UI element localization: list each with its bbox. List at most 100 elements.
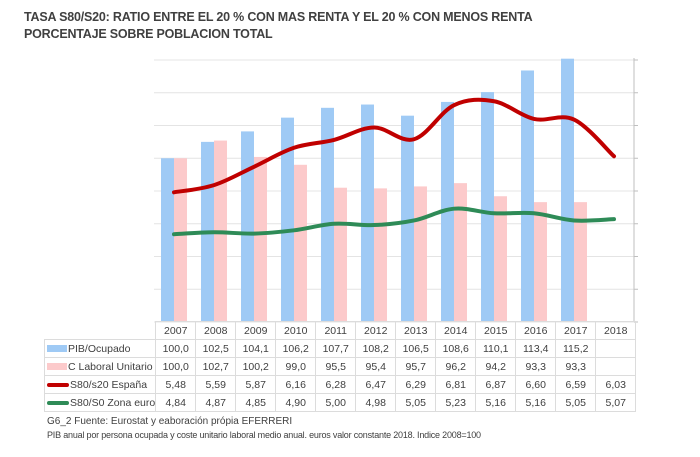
year-label-2015: 2015 [475,321,517,340]
table-cell: 107,7 [315,339,357,358]
title-line-1: TASA S80/S20: RATIO ENTRE EL 20 % CON MA… [24,10,533,24]
table-cell: 6,29 [395,375,437,394]
table-cell: 95,4 [355,357,397,376]
table-cell: 6,59 [555,375,597,394]
table-cell [595,339,637,358]
table-cell: 99,0 [275,357,317,376]
table-cell: 93,3 [555,357,597,376]
s80-euro-swatch-icon [47,400,69,405]
pib-swatch-icon [47,345,67,353]
year-label-2011: 2011 [315,321,357,340]
table-cell: 95,5 [315,357,357,376]
bar-claboral-2013 [414,186,427,322]
year-label-2013: 2013 [395,321,437,340]
table-cell: 108,6 [435,339,477,358]
table-row-s80-euro: S80/S0 Zona euro 4,84 4,87 4,85 4,90 5,00 4,98… [43,393,637,412]
year-label-2007: 2007 [155,321,197,340]
table-cell: 4,98 [355,393,397,412]
table-cell: 95,7 [395,357,437,376]
table-cell: 5,87 [235,375,277,394]
table-cell: 6,60 [515,375,557,394]
table-row-s80-espana: S80/s20 España 5,48 5,59 5,87 6,16 6,28 6,47 6,… [43,375,637,394]
year-label-2010: 2010 [275,321,317,340]
table-cell: 110,1 [475,339,517,358]
table-row-claboral: C Laboral Unitario 100,0 102,7 100,2 99,0 95,… [43,357,637,376]
legend-claboral: C Laboral Unitario [43,357,157,376]
table-cell: 6,87 [475,375,517,394]
year-label-2009: 2009 [235,321,277,340]
bar-pib-2009 [241,131,254,322]
year-label-2017: 2017 [555,321,597,340]
table-cell: 94,2 [475,357,517,376]
bar-claboral-2015 [494,196,507,322]
table-cell: 5,07 [595,393,637,412]
lines [172,97,616,237]
line-s80-euro [172,206,616,237]
bar-claboral-2007 [174,158,187,322]
table-cell: 115,2 [555,339,597,358]
table-cell: 5,16 [515,393,557,412]
table-cell [595,357,637,376]
title-line-2: PORCENTAJE SOBRE POBLACION TOTAL [24,27,273,41]
bar-claboral-2012 [374,188,387,322]
data-table: 2007 2008 2009 2010 2011 2012 2013 2014 2015 2016… [43,321,637,412]
bars [161,58,587,322]
table-cell: 6,03 [595,375,637,394]
combo-chart [154,58,638,323]
table-cell: 102,5 [195,339,237,358]
bar-pib-2007 [161,158,174,322]
table-cell: 100,0 [155,339,197,358]
table-cell: 4,90 [275,393,317,412]
table-cell: 5,16 [475,393,517,412]
table-cell: 6,81 [435,375,477,394]
bar-claboral-2016 [534,202,547,322]
s80-espana-swatch-icon [47,382,69,387]
year-label-2016: 2016 [515,321,557,340]
bar-claboral-2009 [254,156,267,322]
bar-claboral-2014 [454,183,467,322]
table-cell: 5,05 [395,393,437,412]
bar-pib-2016 [521,70,534,322]
table-cell: 5,05 [555,393,597,412]
year-label-2012: 2012 [355,321,397,340]
gridlines [154,59,634,323]
table-cell: 4,85 [235,393,277,412]
table-cell: 4,87 [195,393,237,412]
table-cell: 96,2 [435,357,477,376]
legend-s80-euro: S80/S0 Zona euro [43,393,157,412]
table-cell: 4,84 [155,393,197,412]
table-cell: 6,16 [275,375,317,394]
footnote-note: PIB anual por persona ocupada y coste un… [47,430,481,440]
table-cell: 93,3 [515,357,557,376]
table-cell: 108,2 [355,339,397,358]
bar-pib-2017 [561,58,574,322]
table-cell: 5,48 [155,375,197,394]
bar-pib-2012 [361,104,374,322]
legend-s80-espana: S80/s20 España [43,375,157,394]
table-row-pib: PIB/Ocupado 100,0 102,5 104,1 106,2 107,7 108,… [43,339,637,358]
table-cell: 6,28 [315,375,357,394]
year-label-2018: 2018 [595,321,637,340]
legend-pib: PIB/Ocupado [43,339,157,358]
table-cell: 5,23 [435,393,477,412]
table-cell: 100,0 [155,357,197,376]
table-cell: 6,47 [355,375,397,394]
table-cell: 5,00 [315,393,357,412]
line-s80-espana [172,97,616,195]
table-cell: 113,4 [515,339,557,358]
chart-title: TASA S80/S20: RATIO ENTRE EL 20 % CON MA… [24,9,533,43]
claboral-swatch-icon [47,363,67,371]
table-cell: 102,7 [195,357,237,376]
bar-claboral-2010 [294,164,307,322]
bar-pib-2011 [321,107,334,322]
table-cell: 100,2 [235,357,277,376]
year-label-2014: 2014 [435,321,477,340]
year-label-2008: 2008 [195,321,237,340]
table-cell: 104,1 [235,339,277,358]
bar-pib-2013 [401,115,414,322]
bar-claboral-2017 [574,202,587,322]
right-axis [633,58,638,323]
bar-pib-2015 [481,92,494,322]
table-cell: 5,59 [195,375,237,394]
table-cell: 106,5 [395,339,437,358]
